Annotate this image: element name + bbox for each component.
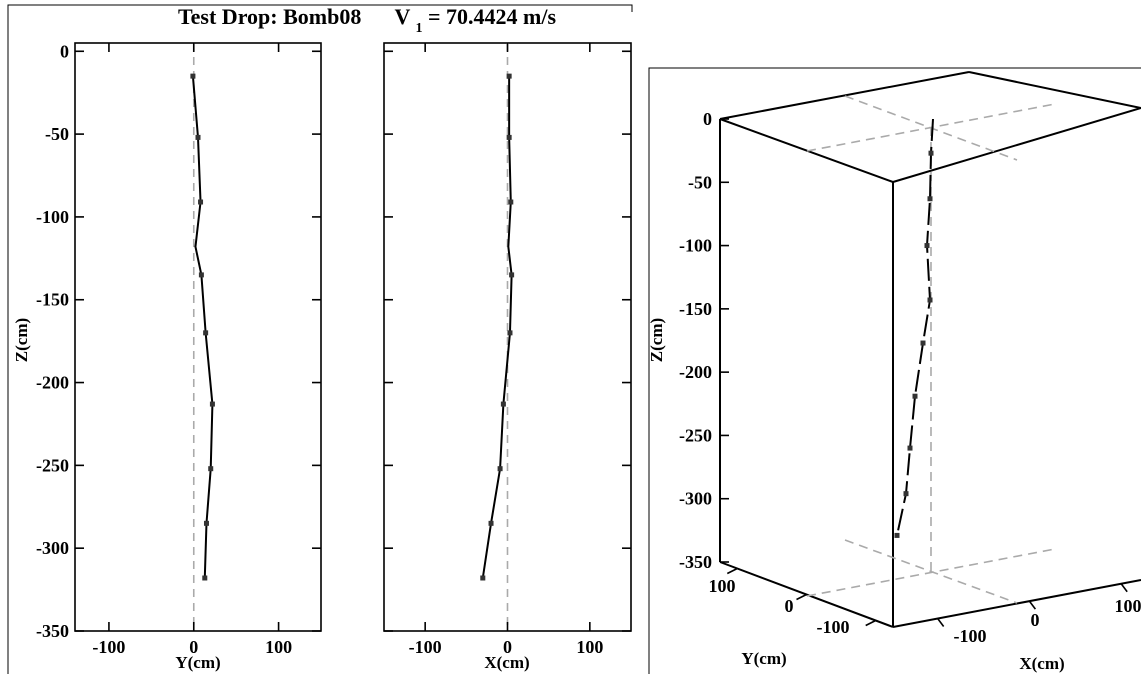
perspective-x-tick-label: 100 — [1115, 596, 1141, 616]
perspective-data-point — [903, 491, 909, 497]
perspective-z-tick-label: 0 — [703, 109, 712, 129]
side-view-y-ylabel: Z(cm) — [12, 318, 31, 362]
side-view-y-y-tick-label: -300 — [36, 538, 69, 558]
perspective-x-tick — [1120, 583, 1128, 593]
side-view-x-data-point — [509, 272, 515, 278]
side-view-x-trajectory-line — [481, 76, 513, 579]
side-view-y-data-point — [203, 520, 209, 526]
perspective-x-tick — [937, 618, 945, 628]
side-view-y-data-point — [203, 330, 209, 336]
perspective-panel-border — [648, 67, 1141, 674]
box-edge — [719, 71, 970, 120]
perspective-trajectory-line — [896, 118, 934, 536]
side-view-x-data-point — [480, 575, 486, 581]
perspective-y-tick — [796, 593, 807, 601]
side-view-x-data-point — [497, 466, 503, 472]
perspective-y-tick-label: -100 — [817, 617, 850, 637]
perspective-x-tick — [1028, 600, 1037, 610]
perspective-x-tick-label: -100 — [954, 626, 987, 646]
side-view-y-data-point — [208, 466, 214, 472]
side-view-y-data-point — [195, 134, 201, 140]
side-view-y-y-tick-label: 0 — [60, 41, 69, 61]
perspective-z-tick-label: -150 — [679, 299, 712, 319]
side-view-y-y-tick-label: -150 — [36, 290, 69, 310]
side-view-y-frame — [74, 42, 322, 632]
perspective-zlabel: Z(cm) — [647, 318, 666, 362]
side-view-y-y-tick-label: -50 — [45, 124, 69, 144]
side-view-y-xlabel: Y(cm) — [175, 653, 220, 672]
side-view-x-data-point — [506, 134, 512, 140]
box-edge — [892, 579, 1141, 628]
perspective-data-point — [924, 243, 930, 249]
perspective-ylabel: Y(cm) — [741, 649, 786, 668]
side-view-y-data-point — [198, 199, 204, 205]
side-view-x-xlabel: X(cm) — [484, 653, 529, 672]
side-view-x-data-point — [500, 401, 506, 407]
perspective-z-tick-label: -300 — [679, 489, 712, 509]
perspective-data-point — [912, 393, 918, 399]
figure-title: Test Drop: Bomb08 V 1 = 70.4424 m/s — [178, 4, 556, 37]
perspective-y-tick — [726, 567, 738, 575]
perspective-y-tick — [865, 619, 877, 627]
box-edge — [968, 71, 1141, 109]
side-view-x-x-tick-label: 0 — [503, 637, 512, 657]
side-view-y-data-point — [209, 401, 215, 407]
perspective-y-tick-label: 0 — [785, 596, 794, 616]
perspective-data-point — [907, 445, 913, 451]
title-velocity-symbol: V — [394, 4, 410, 29]
bottom-face-reference-line — [844, 539, 1018, 604]
perspective-z-tick-label: -200 — [679, 362, 712, 382]
side-view-y-panel: -100 0 100 0 -50 -100 -150 -200 -250 -300 -350 Y(c… — [12, 41, 322, 672]
side-view-y-data-point — [190, 73, 196, 79]
side-view-x-panel: -100 0 100 X(cm) — [383, 42, 632, 672]
side-view-x-x-tick-label: -100 — [409, 637, 442, 657]
perspective-data-point — [894, 532, 900, 538]
title-prefix: Test Drop: Bomb08 — [178, 4, 361, 29]
perspective-y-tick-label: 100 — [709, 576, 736, 596]
perspective-z-tick-label: -350 — [679, 552, 712, 572]
side-view-x-data-point — [506, 73, 512, 79]
side-view-x-data-point — [488, 520, 494, 526]
figure-border — [7, 4, 633, 674]
box-edge — [892, 107, 1141, 183]
side-view-y-data-point — [198, 272, 204, 278]
perspective-data-point — [927, 297, 933, 303]
side-view-y-x-tick-label: -100 — [92, 637, 125, 657]
bottom-face-reference-line — [806, 548, 1056, 597]
perspective-data-point — [920, 340, 926, 346]
side-view-x-data-point — [507, 330, 513, 336]
side-view-y-x-tick-label: 100 — [265, 637, 292, 657]
side-view-x-data-point — [508, 199, 514, 205]
side-view-y-y-tick-label: -200 — [36, 373, 69, 393]
side-view-x-x-tick-label: 100 — [576, 637, 603, 657]
perspective-data-point — [928, 150, 934, 156]
perspective-view-panel: 0 -50 -100 -150 -200 -250 -300 -350 100 0 -100 -100… — [647, 67, 1141, 674]
perspective-z-tick-label: -50 — [688, 172, 712, 192]
perspective-z-tick-label: -250 — [679, 425, 712, 445]
side-view-y-trajectory-line — [191, 76, 214, 579]
side-view-y-data-point — [202, 575, 208, 581]
title-velocity-subscript: 1 — [415, 21, 422, 36]
perspective-data-point — [927, 196, 933, 202]
box-edge — [719, 118, 894, 183]
side-view-y-y-tick-label: -350 — [36, 621, 69, 641]
side-view-y-y-tick-label: -250 — [36, 455, 69, 475]
perspective-z-tick-label: -100 — [679, 236, 712, 256]
title-velocity-value: = 70.4424 m/s — [428, 4, 556, 29]
perspective-xlabel: X(cm) — [1019, 654, 1064, 673]
perspective-x-tick-label: 0 — [1031, 610, 1040, 630]
side-view-y-y-tick-label: -100 — [36, 207, 69, 227]
side-view-y-x-tick-label: 0 — [189, 637, 198, 657]
